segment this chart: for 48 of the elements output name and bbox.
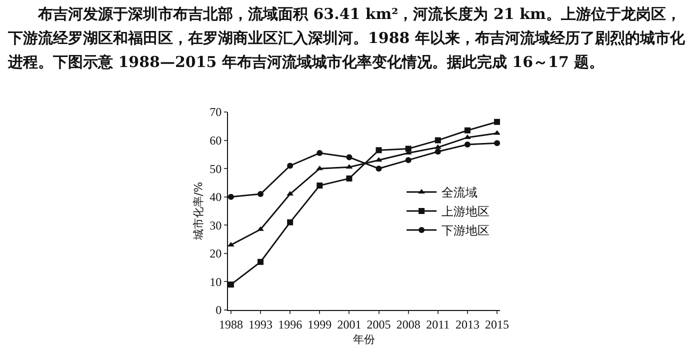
y-tick-label: 60 [210, 133, 222, 148]
point [464, 142, 470, 148]
point [494, 118, 500, 125]
y-tick-label: 50 [210, 162, 222, 176]
legend-label: 上游地区 [442, 204, 490, 219]
point [376, 147, 382, 154]
point [258, 191, 264, 198]
x-tick-label: 2008 [396, 317, 420, 332]
point [434, 148, 441, 155]
y-axis-title: 城市化率/% [192, 182, 206, 242]
x-axis-title: 年份 [353, 333, 375, 346]
x-tick-label: 2011 [426, 317, 450, 332]
point [257, 226, 264, 231]
point [228, 282, 234, 288]
y-tick-label: 70 [210, 105, 222, 120]
point [228, 194, 234, 200]
x-tick-label: 2015 [485, 317, 510, 332]
point [346, 175, 352, 182]
x-tick-label: 1999 [308, 317, 332, 332]
x-tick-label: 2013 [455, 317, 480, 332]
point [434, 137, 441, 144]
legend-label: 全流域 [442, 186, 478, 200]
point [494, 130, 500, 135]
x-tick-label: 2001 [337, 317, 362, 332]
point [405, 157, 412, 164]
point [316, 150, 323, 156]
point [464, 134, 471, 139]
point [228, 242, 234, 246]
x-tick-label: 1988 [218, 317, 243, 332]
x-tick-label: 2005 [366, 317, 391, 332]
x-tick-label: 1996 [278, 317, 302, 332]
y-tick-label: 10 [210, 274, 222, 289]
y-tick-label: 0 [216, 303, 222, 318]
y-tick-label: 40 [210, 190, 222, 204]
point [405, 146, 412, 152]
point [494, 140, 500, 146]
point [376, 166, 382, 172]
point [287, 219, 294, 226]
point [346, 154, 352, 160]
point [316, 182, 323, 189]
legend-label: 下游地区 [442, 224, 490, 238]
text: 布吉河发源于深圳市布吉北部，流域面积 63.41 km²，河流长度为 21 km。上游位于龙岗区，下游流经罗湖区和福田区，在罗湖商业区汇入深圳河。1988 年以来，布吉河流域经历了剧烈的城市化进程。下图示意 1988—2015 年布吉河流域城市化率变化情况。据此完成 16～17 题。 [8, 4, 686, 73]
point [464, 127, 470, 134]
point [258, 258, 264, 265]
y-tick-label: 30 [210, 218, 222, 232]
point [287, 162, 294, 169]
y-tick-label: 20 [210, 246, 222, 261]
x-tick-label: 1993 [248, 317, 273, 332]
